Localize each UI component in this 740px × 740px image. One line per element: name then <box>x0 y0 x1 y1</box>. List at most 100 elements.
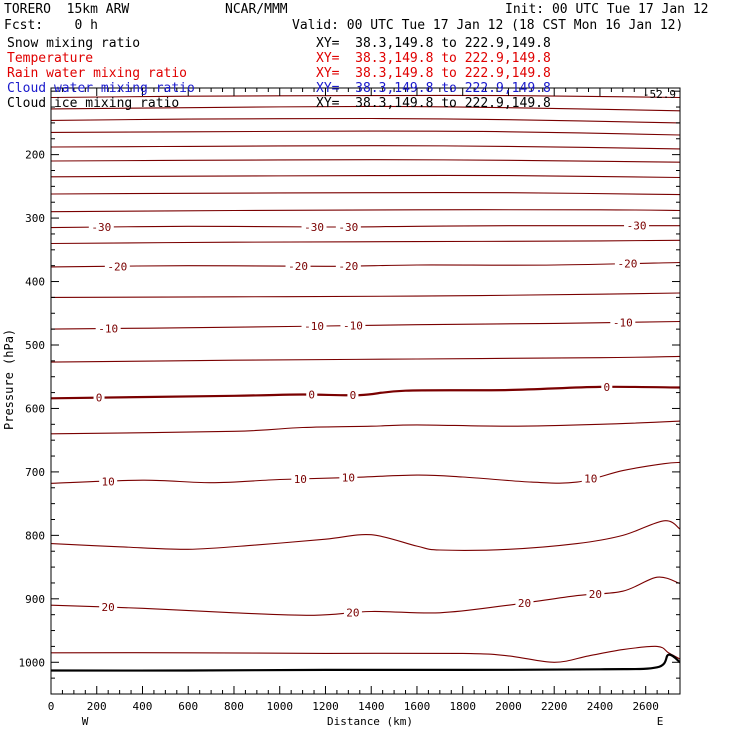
contour-label-bg <box>93 391 105 404</box>
contour-label: 0 <box>603 381 610 394</box>
contour-label-bg <box>515 596 534 609</box>
contour-label: 10 <box>294 473 307 486</box>
y-tick-label: 900 <box>25 593 45 606</box>
contour-label: 0 <box>96 392 103 405</box>
temperature-contour <box>51 261 680 268</box>
y-tick-label: 300 <box>25 212 45 225</box>
x-tick-label: 1000 <box>266 700 293 713</box>
temperature-contour <box>51 385 680 400</box>
x-tick-label: 2200 <box>541 700 568 713</box>
temperature-contour <box>51 645 680 663</box>
temperature-contour <box>51 320 680 330</box>
contour-label: 20 <box>102 601 115 614</box>
contour-label-bg <box>301 220 327 233</box>
contour-label: -20 <box>338 260 358 273</box>
temperature-contour <box>51 225 680 229</box>
contour-label: 10 <box>584 473 597 486</box>
contour-label: 20 <box>346 607 359 620</box>
x-axis-label: Distance (km) <box>327 715 413 728</box>
y-tick-label: 1000 <box>19 656 46 669</box>
contour-label: 10 <box>102 475 115 488</box>
x-tick-label: 1400 <box>358 700 385 713</box>
field-xy-rain: XY= 38.3,149.8 to 222.9,149.8 <box>316 66 551 81</box>
org-label: NCAR/MMM <box>225 2 288 17</box>
contour-label: 0 <box>350 389 357 402</box>
y-tick-label: 500 <box>25 339 45 352</box>
temperature-contour <box>51 209 680 213</box>
contour-label-bg <box>335 220 361 233</box>
plot-frame <box>50 87 681 695</box>
x-tick-label: 2000 <box>495 700 522 713</box>
contour-label-bg <box>88 221 114 234</box>
forecast-hour: Fcst: 0 h <box>4 18 98 33</box>
contour-label: -20 <box>107 260 127 273</box>
temperature-contour <box>51 174 680 179</box>
contour-label-bg <box>95 322 121 335</box>
contour-group <box>51 94 680 672</box>
temperature-contour <box>51 145 680 150</box>
y-axis-label: Pressure (hPa) <box>2 328 16 430</box>
field-label-cloud-water: Cloud water mixing ratio <box>7 81 195 96</box>
contour-label-bg <box>99 475 118 488</box>
y-tick-label: 800 <box>25 529 45 542</box>
contour-label-bg <box>335 259 361 272</box>
contour-label-bg <box>340 319 366 332</box>
contour-label: 10 <box>342 472 355 485</box>
contour-label-bg <box>601 380 613 393</box>
contour-label: -30 <box>627 220 647 233</box>
contour-label: -10 <box>343 320 363 333</box>
field-label-temperature: Temperature <box>7 51 94 66</box>
temperature-contour <box>51 461 680 484</box>
contour-label: -20 <box>288 260 308 273</box>
x-tick-label: 600 <box>178 700 198 713</box>
contour-label-bg <box>343 606 362 619</box>
x-tick-label: 1200 <box>312 700 339 713</box>
temperature-contour <box>51 105 680 112</box>
temperature-contour <box>51 130 680 136</box>
terrain-line <box>51 653 680 672</box>
temperature-contour <box>51 292 680 298</box>
top-right-value-label: -52.9 <box>643 88 676 101</box>
contour-label: -30 <box>304 221 324 234</box>
contour-label-bg <box>581 472 600 485</box>
x-tick-label: 0 <box>48 700 55 713</box>
contour-label: 20 <box>518 597 531 610</box>
temperature-contour <box>51 117 680 124</box>
contour-label-bg <box>347 389 359 402</box>
init-time: Init: 00 UTC Tue 17 Jan 12 <box>505 2 709 17</box>
x-tick-label: 200 <box>87 700 107 713</box>
contour-label-bg <box>285 260 311 273</box>
contour-label: -30 <box>338 221 358 234</box>
contour-label-bg <box>301 320 327 333</box>
contour-label: 20 <box>589 588 602 601</box>
west-label: W <box>82 715 89 728</box>
temperature-contour <box>51 191 680 196</box>
contour-label: 0 <box>308 389 315 402</box>
field-label-cloud-ice: Cloud ice mixing ratio <box>7 96 180 111</box>
temperature-contour <box>51 420 680 435</box>
contour-label: -10 <box>613 316 633 329</box>
contour-label-bg <box>610 316 636 329</box>
x-tick-label: 800 <box>224 700 244 713</box>
contour-label-bg <box>306 388 318 401</box>
contour-label: -20 <box>617 258 637 271</box>
temperature-contour <box>51 355 680 363</box>
field-xy-cloud-ice: XY= 38.3,149.8 to 222.9,149.8 <box>316 96 551 111</box>
temperature-contour <box>51 520 680 551</box>
contour-label-bg <box>614 257 640 270</box>
field-label-snow: Snow mixing ratio <box>7 36 141 51</box>
contour-label-bg <box>624 219 650 232</box>
y-tick-label: 600 <box>25 402 45 415</box>
field-xy-cloud-water: XY= 38.3,149.8 to 222.9,149.8 <box>316 81 551 96</box>
y-tick-label: 400 <box>25 276 45 289</box>
east-label: E <box>657 715 664 728</box>
y-tick-label: 700 <box>25 466 45 479</box>
x-tick-label: 1800 <box>449 700 476 713</box>
contour-label-bg <box>291 472 310 485</box>
model-title: TORERO 15km ARW <box>4 2 130 17</box>
temperature-contour <box>51 159 680 163</box>
contour-label-bg <box>104 260 130 273</box>
contour-label: -10 <box>304 320 324 333</box>
field-xy-snow: XY= 38.3,149.8 to 222.9,149.8 <box>316 36 551 51</box>
contour-label-bg <box>586 587 605 600</box>
